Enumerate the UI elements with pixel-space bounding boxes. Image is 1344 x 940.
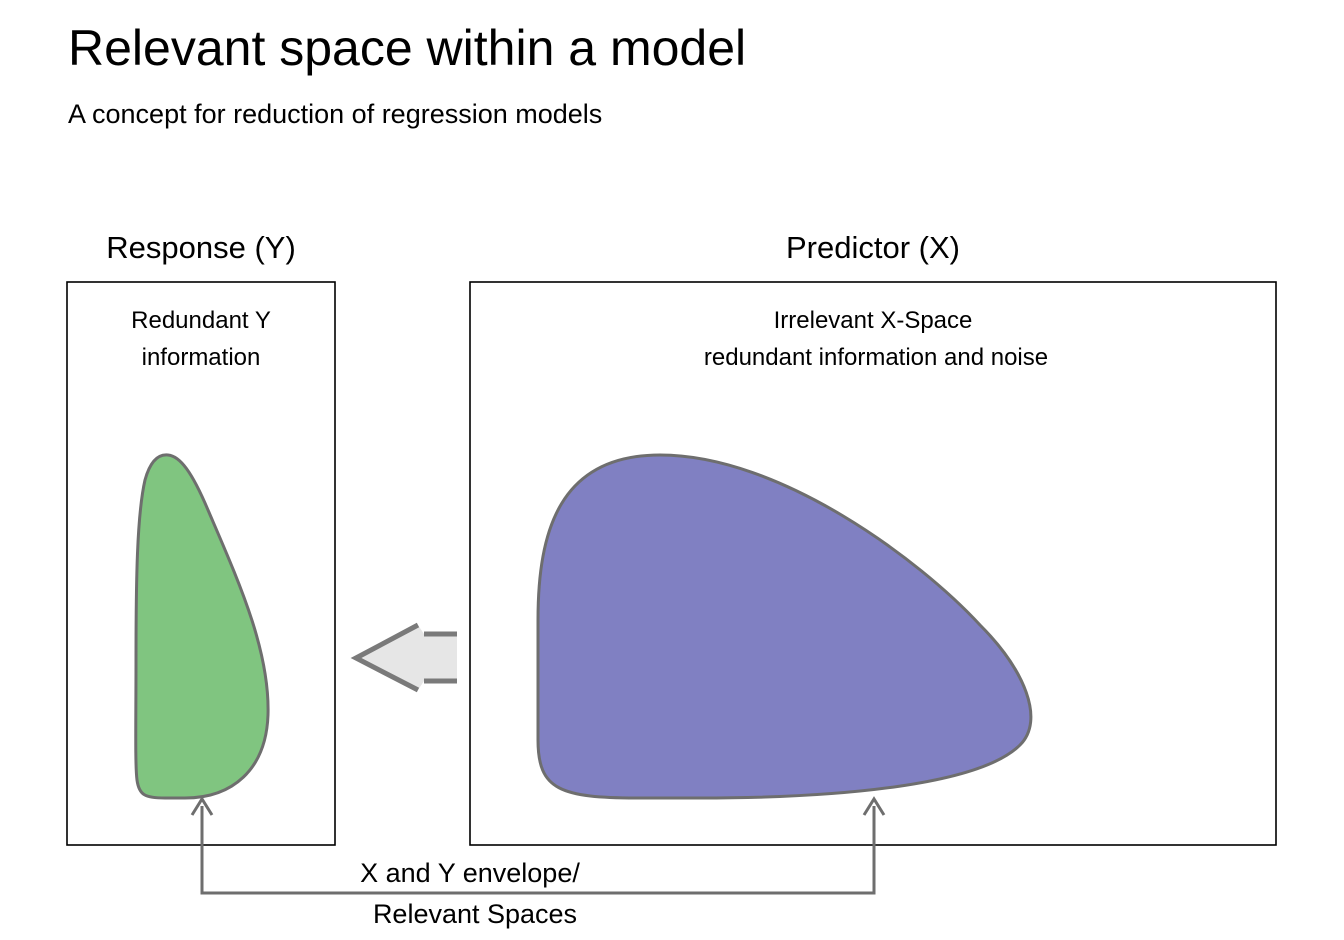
response-panel: Response (Y) Redundant Y information <box>66 230 336 846</box>
predictor-heading: Predictor (X) <box>786 230 960 265</box>
page-title: Relevant space within a model <box>68 20 747 76</box>
envelope-label-line1: X and Y envelope/ <box>360 858 580 888</box>
response-label-line2: information <box>142 344 261 371</box>
response-heading: Response (Y) <box>106 230 296 265</box>
predictor-label-line1: Irrelevant X-Space <box>774 307 973 334</box>
y-envelope-arrowhead <box>190 796 214 816</box>
response-label-line1: Redundant Y <box>131 307 271 334</box>
page-subtitle: A concept for reduction of regression mo… <box>68 99 603 129</box>
envelope-connector: X and Y envelope/ Relevant Spaces <box>190 796 886 929</box>
x-envelope-arrowhead <box>862 796 886 816</box>
envelope-label-line2: Relevant Spaces <box>373 899 577 929</box>
relevant-y-space-shape <box>134 453 270 800</box>
predictor-label-line2: redundant information and noise <box>704 344 1048 371</box>
reduction-arrow <box>350 622 457 693</box>
relevant-x-space-shape <box>536 453 1033 800</box>
predictor-panel: Predictor (X) Irrelevant X-Space redunda… <box>469 230 1277 846</box>
